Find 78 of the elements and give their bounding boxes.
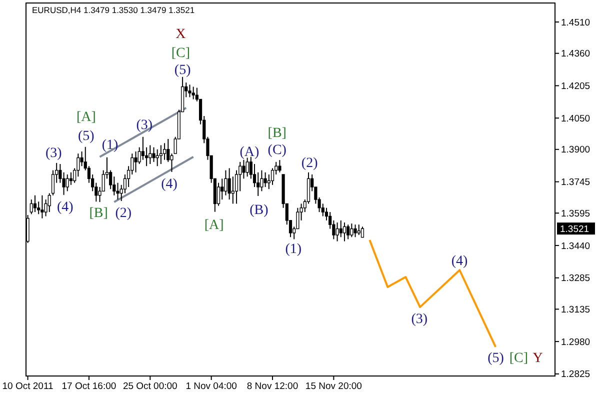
annotation: (5): [78, 128, 95, 144]
candlestick: [246, 157, 249, 178]
annotation: (A): [240, 144, 260, 160]
y-tick-label: 1.3285: [561, 273, 590, 284]
annotation: (3): [46, 146, 62, 161]
candlestick: [224, 170, 228, 196]
y-tick-label: 1.2980: [561, 336, 590, 348]
annotation: (4): [161, 176, 178, 192]
candlestick: [192, 86, 195, 100]
candlestick: [360, 226, 364, 238]
annotation: [B]: [268, 126, 286, 141]
chart-title: EURUSD,H4 1.3479 1.3530 1.3479 1.3521: [32, 5, 195, 15]
annotation: Y: [532, 350, 543, 366]
annotation: [C]: [171, 46, 190, 61]
candlestick: [278, 160, 282, 173]
y-tick-label: 1.4050: [561, 113, 590, 124]
candlestick: [336, 222, 339, 242]
candlestick: [260, 170, 264, 192]
candlestick: [346, 224, 350, 240]
annotation: (1): [285, 242, 302, 257]
candlestick: [188, 84, 192, 98]
candlestick: [350, 223, 354, 238]
x-tick-label: 17 Oct 16:00: [62, 381, 116, 392]
annotation: [B]: [89, 206, 108, 221]
candlestick: [220, 178, 224, 200]
y-tick-label: 1.3135: [561, 304, 590, 316]
y-tick-label: 1.3900: [561, 144, 590, 156]
y-tick-label: 1.3595: [561, 208, 590, 220]
candlestick: [264, 172, 267, 188]
candlestick: [339, 220, 342, 238]
annotation: [A]: [204, 218, 224, 233]
x-tick-label: 10 Oct 2011: [2, 381, 54, 392]
candlestick: [354, 224, 357, 238]
annotation: (3): [411, 312, 428, 327]
candlestick: [228, 168, 231, 200]
annotation: (B): [250, 202, 269, 218]
candlestick: [134, 150, 138, 173]
annotation: [C]: [509, 350, 528, 366]
candlestick: [69, 172, 73, 186]
candlestick: [33, 194, 37, 213]
annotation: (C): [268, 142, 287, 158]
candlestick: [163, 142, 166, 160]
candlestick: [156, 148, 159, 167]
text: 1.3521: [560, 224, 590, 235]
candlestick: [148, 144, 152, 165]
candlestick: [159, 144, 162, 165]
annotation: (2): [301, 156, 318, 171]
candlestick: [40, 194, 44, 219]
y-tick-label: 1.2825: [561, 369, 590, 380]
annotation: (2): [115, 206, 132, 221]
candlestick: [66, 174, 69, 192]
y-tick-label: 1.4360: [561, 48, 590, 60]
y-tick-label: 1.4205: [561, 81, 590, 92]
y-tick-label: 1.4510: [561, 17, 590, 28]
candlestick: [342, 222, 346, 242]
candlestick: [357, 224, 360, 236]
annotation: [A]: [76, 110, 96, 125]
y-tick-label: 1.3745: [561, 177, 590, 188]
line-series: [368, 239, 497, 348]
candlestick: [30, 199, 33, 215]
candlestick: [170, 153, 174, 172]
annotation: X: [176, 26, 186, 42]
x-tick-label: 1 Nov 04:00: [186, 381, 237, 392]
candlestick: [58, 164, 62, 184]
annotation: (5): [488, 350, 504, 366]
x-tick-label: 25 Oct 00:00: [122, 381, 178, 392]
y-tick-label: 1.3440: [561, 240, 590, 252]
annotation: (4): [56, 200, 74, 215]
candlestick: [80, 150, 84, 167]
annotation: (4): [451, 254, 468, 269]
annotation: (1): [102, 138, 119, 153]
candlestick: [242, 159, 246, 180]
annotation: (5): [174, 62, 192, 78]
annotation: (3): [136, 118, 153, 133]
x-tick-label: 8 Nov 12:00: [246, 381, 298, 392]
x-tick-label: 15 Nov 20:00: [305, 381, 362, 392]
candlestick: [152, 146, 156, 162]
candlestick: [216, 182, 220, 206]
